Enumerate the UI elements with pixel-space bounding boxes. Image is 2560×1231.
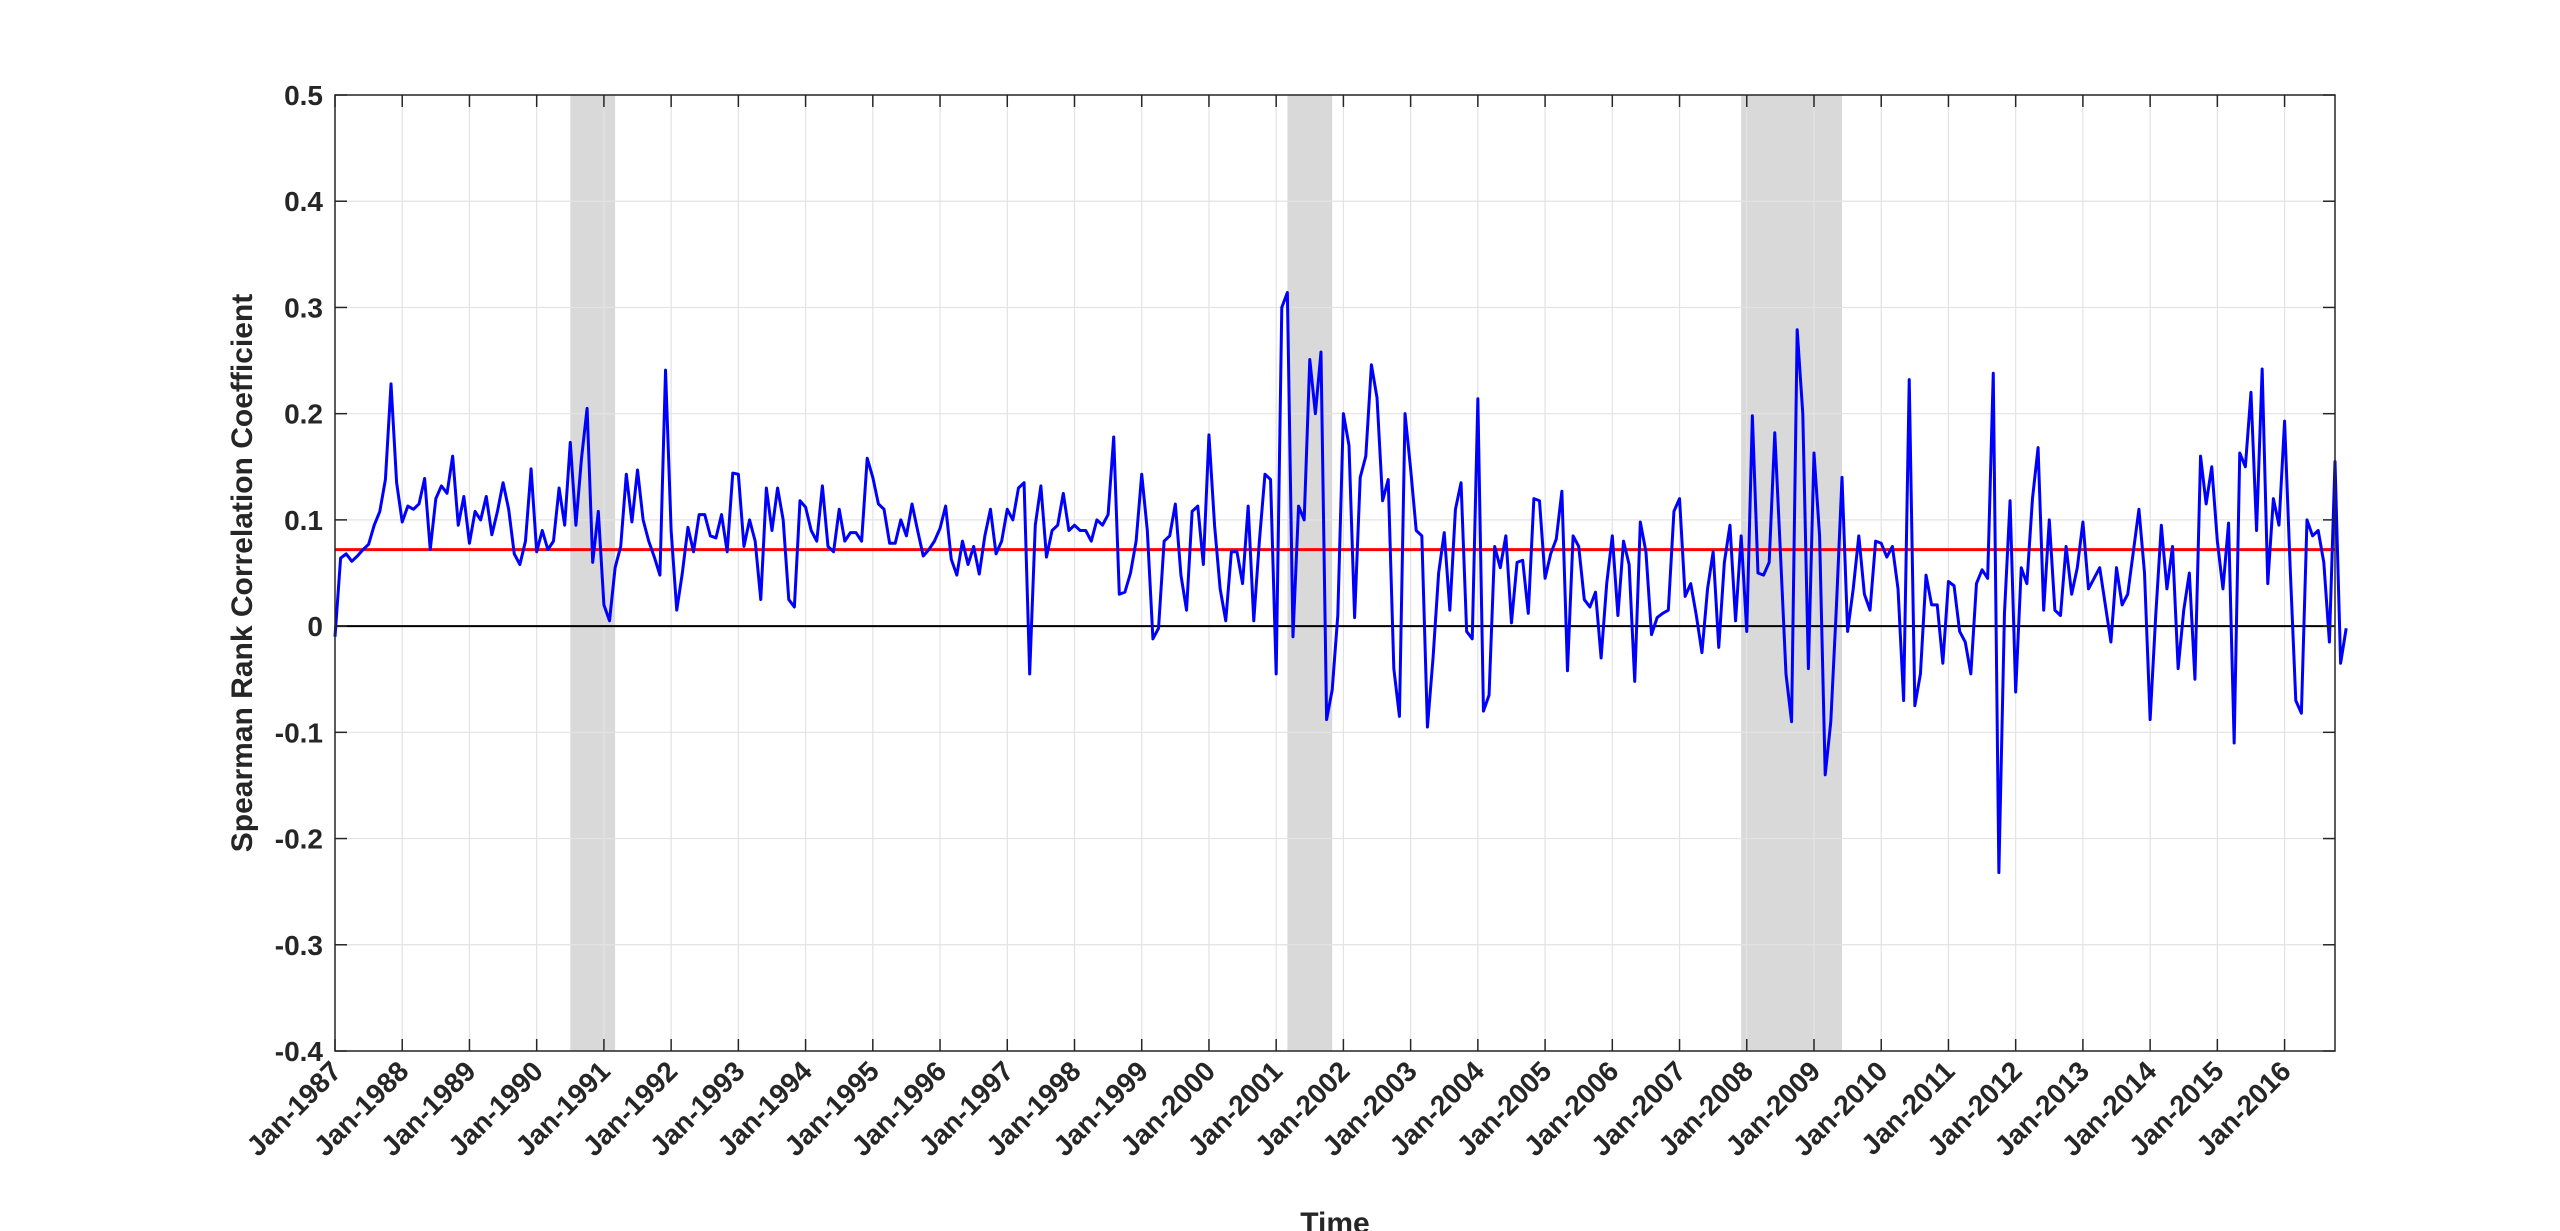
shaded-period-1 xyxy=(570,95,616,1051)
x-tick-labels: Jan-1987Jan-1988Jan-1989Jan-1990Jan-1991… xyxy=(241,1055,2297,1162)
y-tick-label: -0.3 xyxy=(275,930,323,961)
y-tick-label: -0.1 xyxy=(275,717,323,748)
y-tick-label: 0 xyxy=(307,611,323,642)
y-tick-label: 0.2 xyxy=(284,399,323,430)
y-tick-label: 0.1 xyxy=(284,505,323,536)
series-line-1 xyxy=(333,291,2348,875)
ticks xyxy=(334,94,2335,1052)
y-tick-label: 0.5 xyxy=(284,80,323,111)
y-tick-label: -0.4 xyxy=(275,1036,324,1067)
grid xyxy=(334,94,2335,1052)
shaded-period-3 xyxy=(1741,95,1843,1051)
series-layer xyxy=(333,291,2348,875)
reference-lines xyxy=(335,548,2335,628)
y-tick-label: -0.2 xyxy=(275,824,323,855)
y-axis-label: Spearman Rank Correlation Coefficient xyxy=(226,294,259,852)
y-tick-label: 0.4 xyxy=(284,186,323,217)
x-axis-label: Time xyxy=(1300,1207,1369,1231)
plot-frame xyxy=(334,94,2336,1052)
y-tick-label: 0.3 xyxy=(284,292,323,323)
y-tick-labels: -0.4 -0.3 -0.2 -0.1 0 0.1 0.2 0.3 0.4 0.5 xyxy=(275,80,324,1067)
